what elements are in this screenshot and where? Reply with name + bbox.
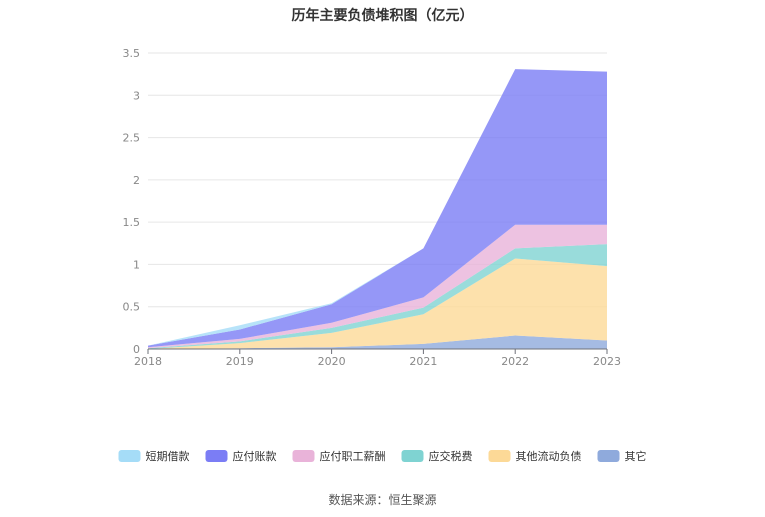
y-tick-label: 2 [133, 174, 140, 187]
legend-item[interactable]: 应交税费 [401, 449, 473, 463]
x-tick-label: 2018 [134, 355, 162, 368]
chart-title: 历年主要负债堆积图（亿元） [291, 8, 474, 24]
y-tick-label: 0 [133, 343, 140, 356]
legend-swatch [292, 450, 315, 462]
y-tick-label: 0.5 [123, 301, 141, 314]
y-tick-label: 1.5 [123, 216, 141, 229]
x-tick-label: 2023 [593, 355, 621, 368]
area-series-2 [148, 244, 607, 349]
y-tick-label: 2.5 [123, 132, 141, 145]
area-series-1 [148, 258, 607, 349]
legend-label: 短期借款 [146, 449, 190, 463]
x-tick-label: 2022 [501, 355, 529, 368]
legend-label: 应交税费 [429, 449, 473, 463]
legend-swatch [488, 450, 511, 462]
legend-label: 其它 [625, 449, 647, 463]
legend-swatch [597, 450, 620, 462]
y-tick-label: 3.5 [123, 47, 141, 60]
area-series-4 [148, 69, 607, 348]
y-tick-label: 1 [133, 258, 140, 271]
legend-item[interactable]: 短期借款 [118, 449, 190, 463]
legend[interactable]: 短期借款 应付账款 应付职工薪酬 应交税费 其他流动负债 其它 [118, 449, 647, 463]
x-tick-label: 2021 [409, 355, 437, 368]
legend-item[interactable]: 其它 [597, 449, 647, 463]
area-series-3 [148, 224, 607, 349]
legend-item[interactable]: 其他流动负债 [488, 449, 582, 463]
legend-swatch [205, 450, 228, 462]
y-tick-label: 3 [133, 89, 140, 102]
data-source-note: 数据来源：恒生聚源 [328, 493, 437, 507]
legend-label: 应付职工薪酬 [320, 449, 386, 463]
y-axis: 0 0.5 1 1.5 2 2.5 3 3.5 [123, 47, 141, 356]
x-tick-label: 2020 [318, 355, 346, 368]
legend-item[interactable]: 应付账款 [205, 449, 277, 463]
area-series [148, 69, 607, 349]
area-series-0 [148, 335, 607, 349]
legend-swatch [401, 450, 424, 462]
x-tick-label: 2019 [226, 355, 254, 368]
legend-label: 其他流动负债 [516, 449, 582, 463]
legend-label: 应付账款 [233, 449, 277, 463]
x-axis: 2018 2019 2020 2021 2022 2023 [134, 348, 621, 368]
legend-item[interactable]: 应付职工薪酬 [292, 449, 386, 463]
legend-swatch [118, 450, 141, 462]
